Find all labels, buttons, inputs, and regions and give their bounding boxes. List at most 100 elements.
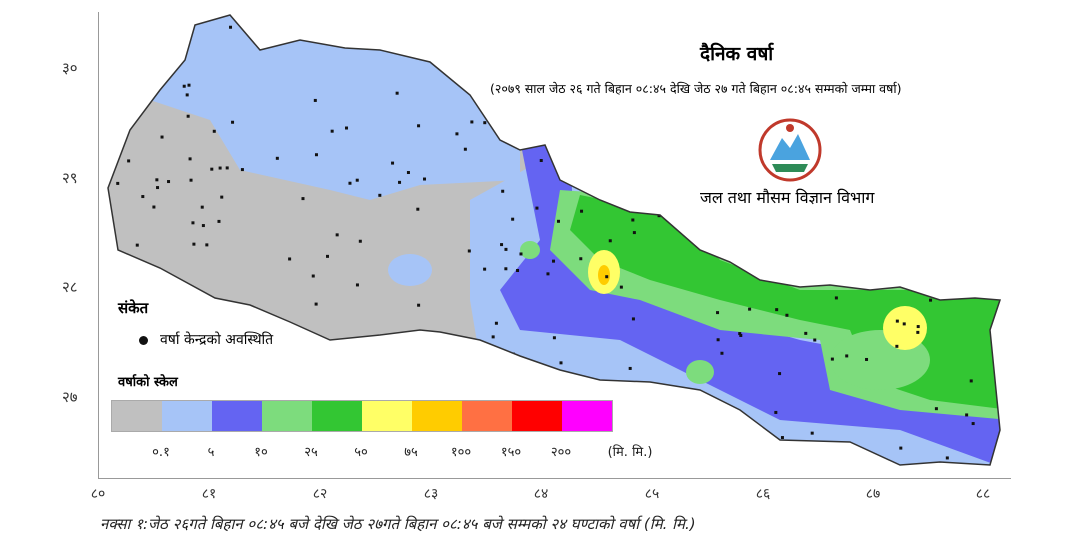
station-point [156,186,160,190]
station-point [559,361,563,365]
station-point [446,435,450,439]
station-point [780,436,784,440]
station-point [755,163,759,167]
station-point [916,325,920,329]
station-point [455,132,459,136]
station-point [225,166,229,170]
station-point [692,23,696,27]
station-point [916,330,920,334]
station-point [902,322,906,326]
station-point [595,465,598,468]
station-point [552,259,556,263]
station-point [220,195,224,199]
station-point [516,269,520,273]
station-point [417,303,421,307]
station-point [882,206,886,210]
station-point [588,393,592,397]
station-point [653,192,657,196]
station-point [200,205,204,209]
lon-tick-label: ८१ [201,486,217,502]
station-point [587,145,591,149]
station-point [289,347,293,351]
station-point [221,376,225,380]
station-point [127,159,131,163]
station-point [535,206,539,210]
station-point [314,153,318,157]
station-point [590,43,594,47]
scale-swatch [312,401,362,431]
station-point [246,367,250,371]
station-point [363,371,367,375]
station-point [716,311,720,315]
station-point [609,152,613,156]
scale-break-label: २०० [550,445,572,460]
station-point [110,222,114,226]
station-point [786,113,790,117]
station-point [608,239,612,243]
station-point [330,129,334,133]
scale-break-label: ५ [207,445,215,460]
station-point [911,67,915,71]
lon-tick-label: ८८ [975,486,991,502]
station-point [778,372,782,376]
station-point [699,244,703,248]
station-point [775,308,779,312]
station-point [707,146,711,150]
station-point [709,153,713,157]
station-point [229,25,233,29]
map-frame [98,12,1011,479]
station-point [955,20,959,24]
station-point [261,378,265,382]
station-point [810,431,814,435]
station-point [261,463,265,465]
station-point [160,135,164,139]
station-point [317,352,321,356]
station-point [671,186,675,190]
station-point [541,132,545,136]
station-point [965,413,969,417]
rain-zone-heavy [520,241,540,259]
scale-swatch [112,401,162,431]
station-point [907,139,911,143]
station-point [785,313,789,317]
station-point [325,254,329,258]
station-point [141,195,145,199]
station-point [231,120,235,124]
station-point [288,257,292,261]
station-point [350,364,354,368]
station-point [501,53,505,57]
station-point [867,33,871,37]
station-point [945,456,949,460]
station-point [355,283,359,287]
station-point [549,43,553,47]
station-point [398,180,402,184]
scale-swatch [212,401,262,431]
station-point [135,243,139,247]
station-point [131,89,135,93]
station-point [457,34,461,38]
station-point [190,466,193,469]
scale-break-label: १० [254,445,268,460]
station-point [191,221,195,225]
station-point [390,29,394,33]
station-point [675,393,679,397]
station-point [673,198,677,202]
rain-zone-heavy [686,360,714,384]
lon-tick-label: ८० [90,486,106,502]
station-point [417,124,421,128]
station-point [210,167,214,171]
station-point [347,450,351,454]
station-point [603,30,607,34]
station-point [631,317,635,321]
station-point [335,233,339,237]
scale-break-label: ५० [354,445,368,460]
station-point [617,431,621,435]
station-point [506,124,510,128]
station-point [311,274,315,278]
scale-title: वर्षाको स्केल [118,375,178,390]
station-point [355,178,359,182]
scale-break-label: १५० [500,445,522,460]
station-point [348,181,352,185]
station-point [834,296,838,300]
station-point [404,32,408,36]
